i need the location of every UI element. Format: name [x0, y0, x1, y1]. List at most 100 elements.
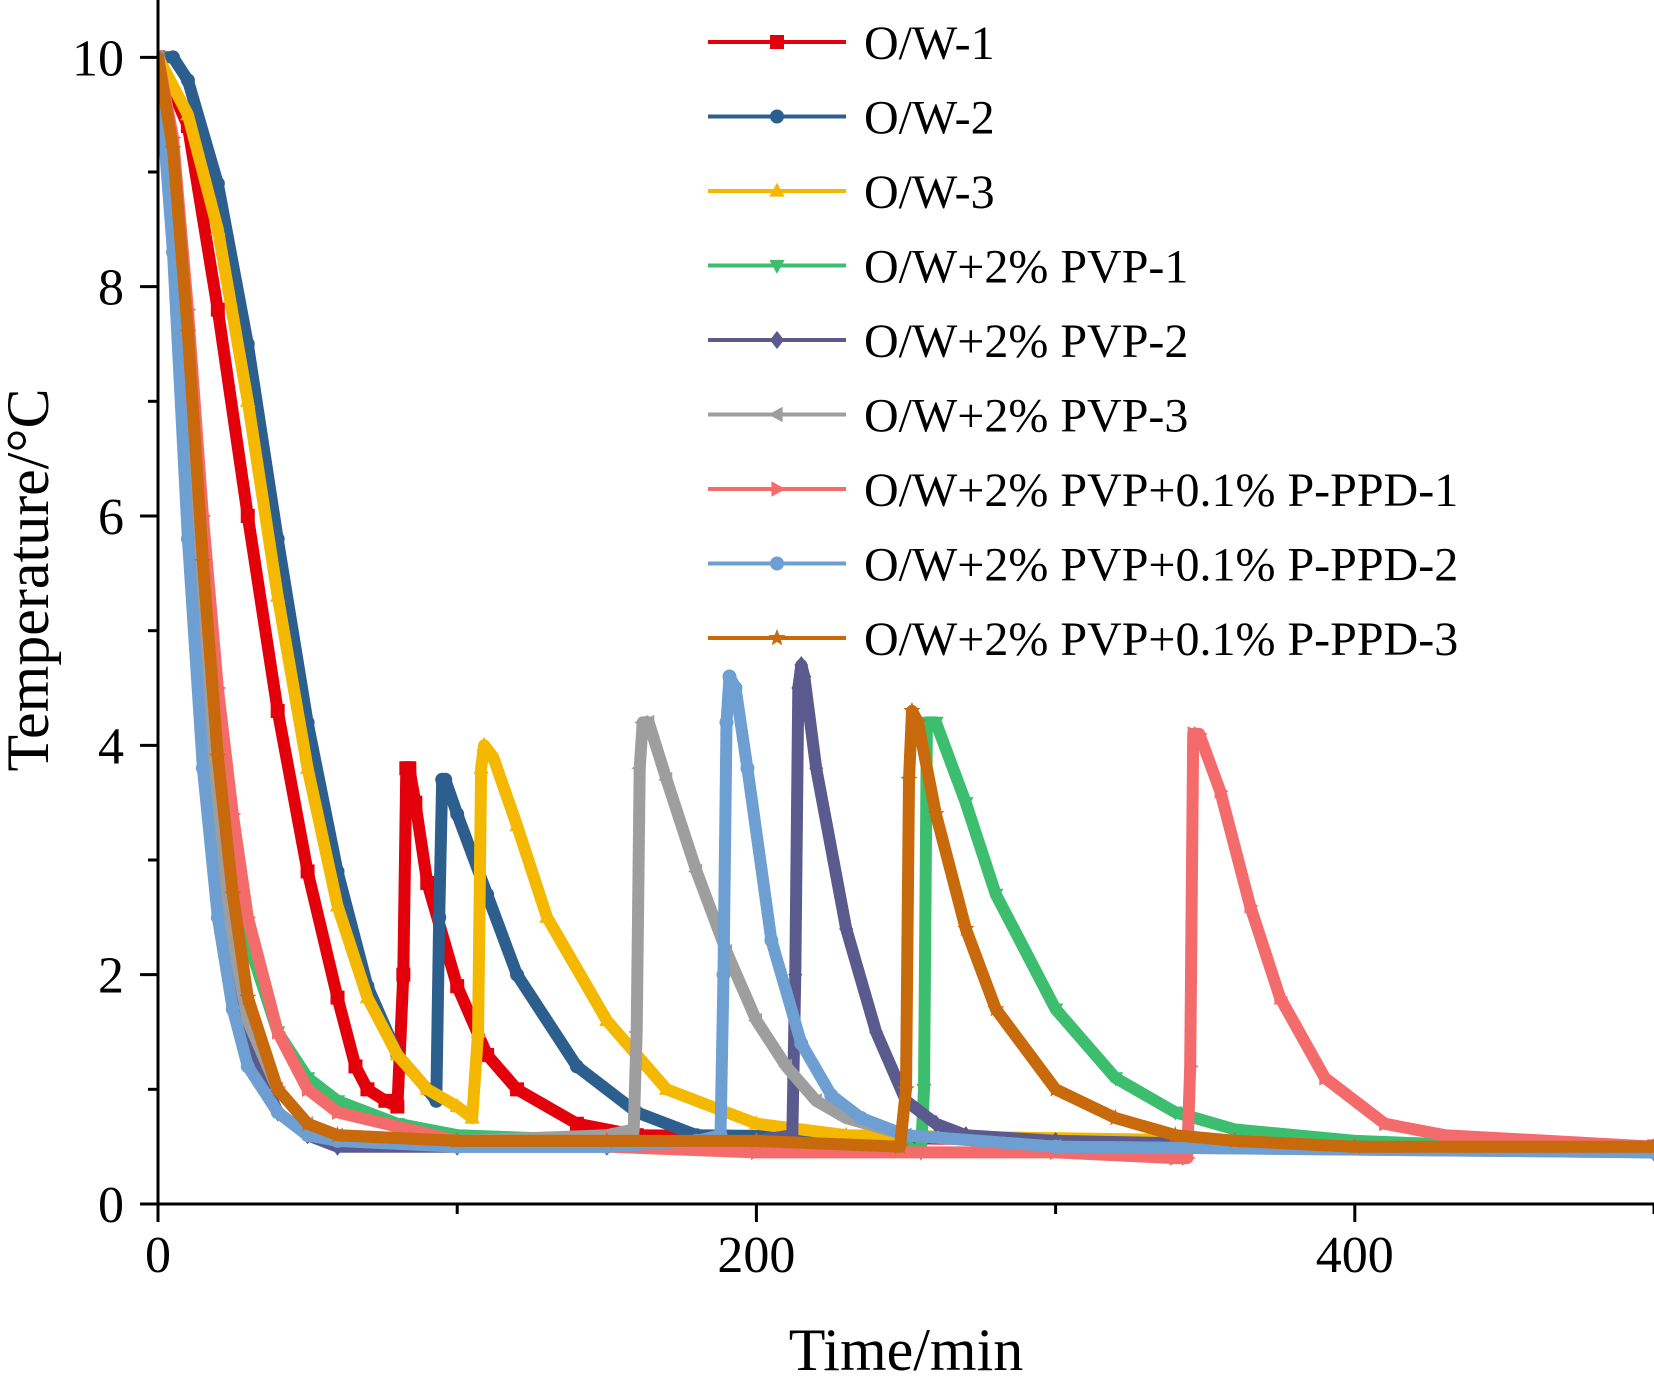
data-point [897, 1080, 915, 1097]
data-point [302, 1081, 316, 1098]
data-point [300, 1128, 315, 1143]
data-point [1346, 1137, 1364, 1154]
data-point [179, 323, 197, 340]
data-point [838, 1126, 854, 1141]
data-point [764, 933, 779, 948]
data-point [903, 701, 921, 719]
legend-label: O/W-3 [864, 166, 995, 219]
data-point [688, 863, 703, 880]
data-point [1184, 1058, 1199, 1075]
data-point [569, 1059, 584, 1074]
data-point [1166, 1126, 1184, 1143]
data-point [164, 140, 182, 157]
data-point [180, 73, 195, 88]
y-tick-label: 8 [98, 260, 124, 317]
series-9 [158, 48, 1654, 1154]
data-point [209, 747, 227, 765]
data-point [432, 910, 447, 925]
data-point [300, 864, 315, 879]
legend-label: O/W-1 [864, 17, 995, 70]
data-point [1645, 1137, 1654, 1154]
legend-item: O/W+2% PVP-3 [708, 390, 1188, 443]
data-point [272, 1024, 287, 1040]
data-point [777, 1058, 792, 1075]
legend-item: O/W-2 [708, 92, 995, 145]
data-point [1319, 1070, 1334, 1086]
legend-marker [769, 182, 785, 197]
data-point [210, 302, 225, 317]
data-point [329, 1095, 346, 1110]
data-point [628, 1024, 643, 1040]
data-point [165, 50, 180, 65]
legend-label: O/W+2% PVP-2 [864, 315, 1188, 368]
y-tick-label: 4 [98, 718, 124, 775]
data-point [480, 1047, 495, 1062]
data-point [748, 1012, 762, 1029]
data-point [1244, 898, 1259, 914]
data-point [824, 1088, 839, 1103]
data-point [1227, 1123, 1243, 1138]
series-layer [158, 48, 1654, 1166]
data-point [839, 919, 854, 938]
data-point [476, 736, 492, 751]
data-point [988, 888, 1004, 903]
data-point [900, 770, 918, 788]
data-point [1438, 1127, 1453, 1143]
legend-marker [769, 259, 785, 274]
data-point [794, 1036, 809, 1051]
legend-marker [768, 406, 783, 423]
data-point [348, 1059, 363, 1074]
data-point [1181, 1150, 1196, 1166]
data-point [927, 805, 945, 822]
x-tick-label: 400 [1316, 1227, 1394, 1284]
data-point [360, 1082, 375, 1097]
data-point [719, 715, 734, 730]
legend-marker [771, 481, 786, 497]
y-axis-title: Temperature/°C [0, 389, 61, 772]
data-point [210, 910, 225, 925]
data-point [750, 1144, 765, 1161]
data-point [510, 1082, 525, 1097]
data-point [329, 897, 346, 912]
legend-item: O/W-3 [708, 166, 995, 219]
data-point [450, 979, 465, 994]
legend-label: O/W+2% PVP+0.1% P-PPD-1 [864, 464, 1458, 517]
data-point [748, 1115, 765, 1130]
data-point [1169, 1150, 1184, 1166]
data-point [909, 713, 927, 730]
data-point [194, 552, 212, 570]
data-point [1106, 1108, 1125, 1126]
data-point [869, 1022, 884, 1042]
data-point [242, 909, 257, 926]
data-point [464, 1109, 480, 1124]
data-point [227, 806, 242, 822]
data-point [794, 655, 809, 675]
data-point [722, 669, 737, 684]
data-point [299, 759, 316, 774]
data-point [1047, 1003, 1064, 1018]
legend-marker [770, 35, 784, 49]
data-point [240, 392, 256, 407]
data-point [1048, 1139, 1063, 1154]
data-point [270, 1105, 285, 1120]
data-point [510, 967, 525, 982]
data-point [599, 1012, 615, 1027]
data-point [210, 176, 225, 191]
data-point [788, 965, 803, 984]
data-point [916, 1083, 932, 1098]
data-point [390, 1099, 405, 1114]
data-point [402, 761, 417, 776]
data-point [1274, 989, 1289, 1006]
data-point [809, 759, 824, 778]
data-point [740, 761, 755, 776]
data-point [224, 885, 242, 902]
data-point [957, 919, 975, 937]
legend-marker [770, 109, 785, 124]
series-3 [158, 48, 1654, 1153]
data-point [1226, 1131, 1244, 1149]
legend-item: O/W+2% PVP-1 [708, 241, 1188, 294]
data-point [331, 1104, 346, 1120]
data-point [987, 1000, 1005, 1017]
data-point [240, 509, 255, 523]
data-point [1379, 1116, 1394, 1132]
